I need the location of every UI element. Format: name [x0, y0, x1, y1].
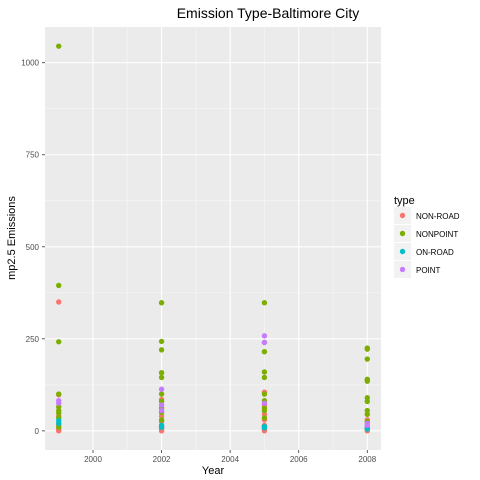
- y-tick-label: 500: [26, 243, 40, 252]
- data-point: [158, 338, 165, 345]
- data-point: [158, 402, 165, 408]
- data-point: [56, 282, 62, 289]
- plot-background: [45, 27, 381, 450]
- data-point: [158, 369, 165, 376]
- data-point: [261, 425, 268, 431]
- x-tick-label: 2000: [84, 455, 102, 464]
- legend-items: NON-ROAD NONPOINT ON-ROAD POINT: [394, 207, 460, 278]
- data-point: [56, 400, 62, 406]
- data-point: [364, 356, 370, 362]
- legend-label: NON-ROAD: [416, 212, 460, 221]
- legend-marker: [399, 230, 406, 237]
- data-point: [56, 43, 62, 49]
- chart-title: Emission Type-Baltimore City: [177, 5, 360, 21]
- x-tick-label: 2006: [290, 455, 308, 464]
- data-point: [364, 378, 370, 384]
- data-point: [158, 374, 165, 381]
- data-point: [261, 400, 268, 406]
- data-point: [56, 410, 62, 416]
- legend-label: NONPOINT: [416, 230, 458, 239]
- legend-marker: [399, 212, 406, 219]
- data-point: [261, 415, 268, 421]
- data-point: [261, 407, 268, 414]
- legend-label: ON-ROAD: [416, 248, 454, 257]
- data-point: [158, 386, 165, 392]
- legend-label: POINT: [416, 266, 441, 275]
- data-point: [56, 420, 62, 427]
- y-tick-label: 1000: [21, 59, 39, 68]
- data-points-layer: [56, 43, 370, 434]
- y-axis-title: mp2.5 Emissions: [6, 196, 18, 280]
- y-tick-label: 750: [26, 151, 40, 160]
- x-axis-title: Year: [202, 465, 225, 477]
- legend: type NON-ROAD NONPOINT ON-ROAD POINT: [394, 195, 460, 278]
- data-point: [261, 333, 268, 339]
- data-point: [158, 417, 165, 423]
- tick-layer: 2000 2002 2004 2006 2008 0 250 500 750 1000: [21, 59, 377, 464]
- legend-marker: [399, 248, 406, 255]
- data-point: [261, 391, 268, 397]
- legend-marker: [399, 266, 406, 273]
- data-point: [158, 391, 165, 397]
- data-point: [158, 300, 165, 306]
- data-point: [158, 347, 165, 353]
- data-point: [364, 411, 370, 417]
- data-point: [261, 349, 268, 355]
- data-point: [158, 424, 165, 430]
- data-point: [261, 369, 268, 375]
- data-point: [261, 300, 268, 306]
- legend-title: type: [394, 195, 415, 207]
- data-point: [261, 339, 268, 346]
- data-point: [56, 391, 62, 397]
- y-tick-label: 250: [26, 335, 40, 344]
- data-point: [56, 299, 62, 305]
- data-point: [364, 398, 370, 405]
- x-tick-label: 2008: [358, 455, 376, 464]
- y-tick-label: 0: [35, 427, 40, 436]
- x-tick-label: 2004: [221, 455, 239, 464]
- data-point: [364, 422, 370, 429]
- data-point: [158, 407, 165, 414]
- data-point: [56, 339, 62, 345]
- x-tick-label: 2002: [153, 455, 171, 464]
- data-point: [261, 374, 268, 381]
- data-point: [364, 346, 370, 352]
